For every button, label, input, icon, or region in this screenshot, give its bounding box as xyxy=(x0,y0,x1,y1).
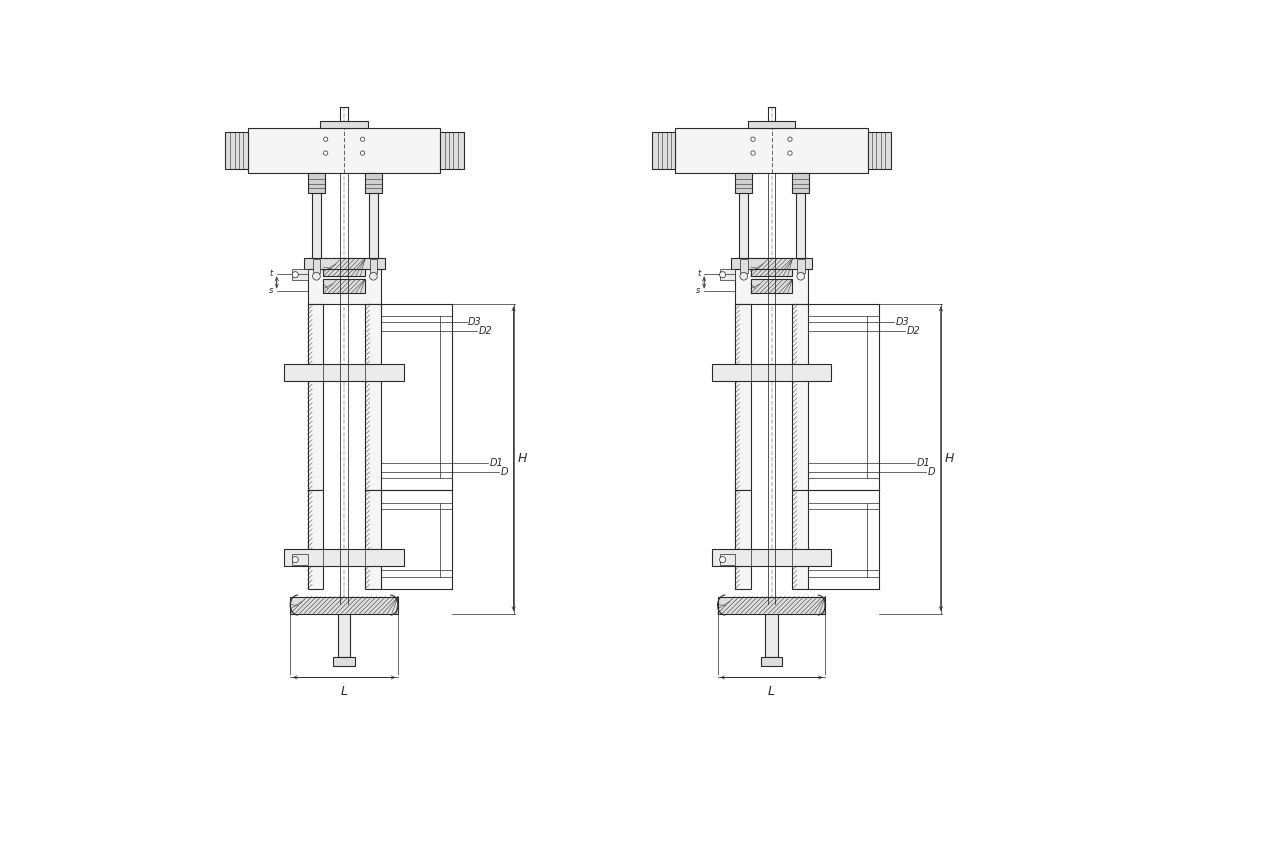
Bar xyxy=(292,555,307,565)
Circle shape xyxy=(312,273,320,280)
Bar xyxy=(320,121,369,129)
Text: D2: D2 xyxy=(906,326,920,336)
Bar xyxy=(868,132,891,170)
Bar xyxy=(735,258,808,304)
Circle shape xyxy=(324,137,328,141)
Bar xyxy=(307,258,380,304)
Bar xyxy=(370,259,378,273)
Circle shape xyxy=(361,137,365,141)
Text: L: L xyxy=(768,685,774,698)
Text: D1: D1 xyxy=(490,458,503,469)
Bar xyxy=(333,657,355,666)
Bar xyxy=(307,490,324,589)
Bar xyxy=(718,596,826,613)
Text: D3: D3 xyxy=(468,318,481,327)
Bar xyxy=(796,173,805,259)
Bar xyxy=(676,129,868,173)
Bar xyxy=(731,258,812,268)
Bar xyxy=(284,549,403,566)
Circle shape xyxy=(370,273,378,280)
Bar xyxy=(748,121,795,129)
Circle shape xyxy=(751,137,755,141)
Bar xyxy=(652,132,676,170)
Bar xyxy=(735,490,750,589)
Bar xyxy=(225,132,248,170)
Bar xyxy=(284,364,403,381)
Bar xyxy=(324,259,365,276)
Bar xyxy=(307,304,324,490)
Circle shape xyxy=(787,137,792,141)
Text: D: D xyxy=(500,467,508,477)
Circle shape xyxy=(787,151,792,155)
Bar xyxy=(440,132,463,170)
Bar xyxy=(312,173,321,259)
Bar xyxy=(365,490,380,589)
Bar xyxy=(291,596,398,613)
Bar xyxy=(365,304,380,490)
Circle shape xyxy=(292,272,298,278)
Circle shape xyxy=(751,151,755,155)
Circle shape xyxy=(292,556,298,562)
Circle shape xyxy=(797,273,805,280)
Bar xyxy=(712,549,831,566)
Bar xyxy=(292,269,307,280)
Text: D1: D1 xyxy=(916,458,931,469)
Bar xyxy=(365,173,381,193)
Bar xyxy=(303,258,384,268)
Bar xyxy=(324,279,365,293)
Text: s: s xyxy=(269,286,273,296)
Circle shape xyxy=(740,273,748,280)
Circle shape xyxy=(361,151,365,155)
Bar xyxy=(308,173,325,193)
Bar xyxy=(792,173,809,193)
Bar xyxy=(739,173,749,259)
Bar xyxy=(312,259,320,273)
Text: s: s xyxy=(696,286,700,296)
Text: D2: D2 xyxy=(479,326,493,336)
Text: H: H xyxy=(517,452,527,465)
Text: H: H xyxy=(945,452,954,465)
Bar xyxy=(792,304,808,490)
Text: L: L xyxy=(340,685,348,698)
Bar xyxy=(740,259,748,273)
Text: D3: D3 xyxy=(896,318,909,327)
Bar xyxy=(719,269,735,280)
Bar xyxy=(735,304,750,490)
Bar xyxy=(338,604,351,657)
Circle shape xyxy=(719,556,726,562)
Circle shape xyxy=(719,272,726,278)
Bar xyxy=(750,279,792,293)
Bar xyxy=(792,490,808,589)
Bar xyxy=(760,657,782,666)
Bar xyxy=(719,555,735,565)
Text: D: D xyxy=(928,467,936,477)
Bar xyxy=(750,259,792,276)
Bar xyxy=(369,173,378,259)
Bar xyxy=(765,604,778,657)
Text: t: t xyxy=(698,269,700,279)
Bar xyxy=(797,259,805,273)
Text: t: t xyxy=(270,269,273,279)
Bar xyxy=(712,364,831,381)
Circle shape xyxy=(324,151,328,155)
Bar xyxy=(248,129,440,173)
Bar xyxy=(735,173,753,193)
